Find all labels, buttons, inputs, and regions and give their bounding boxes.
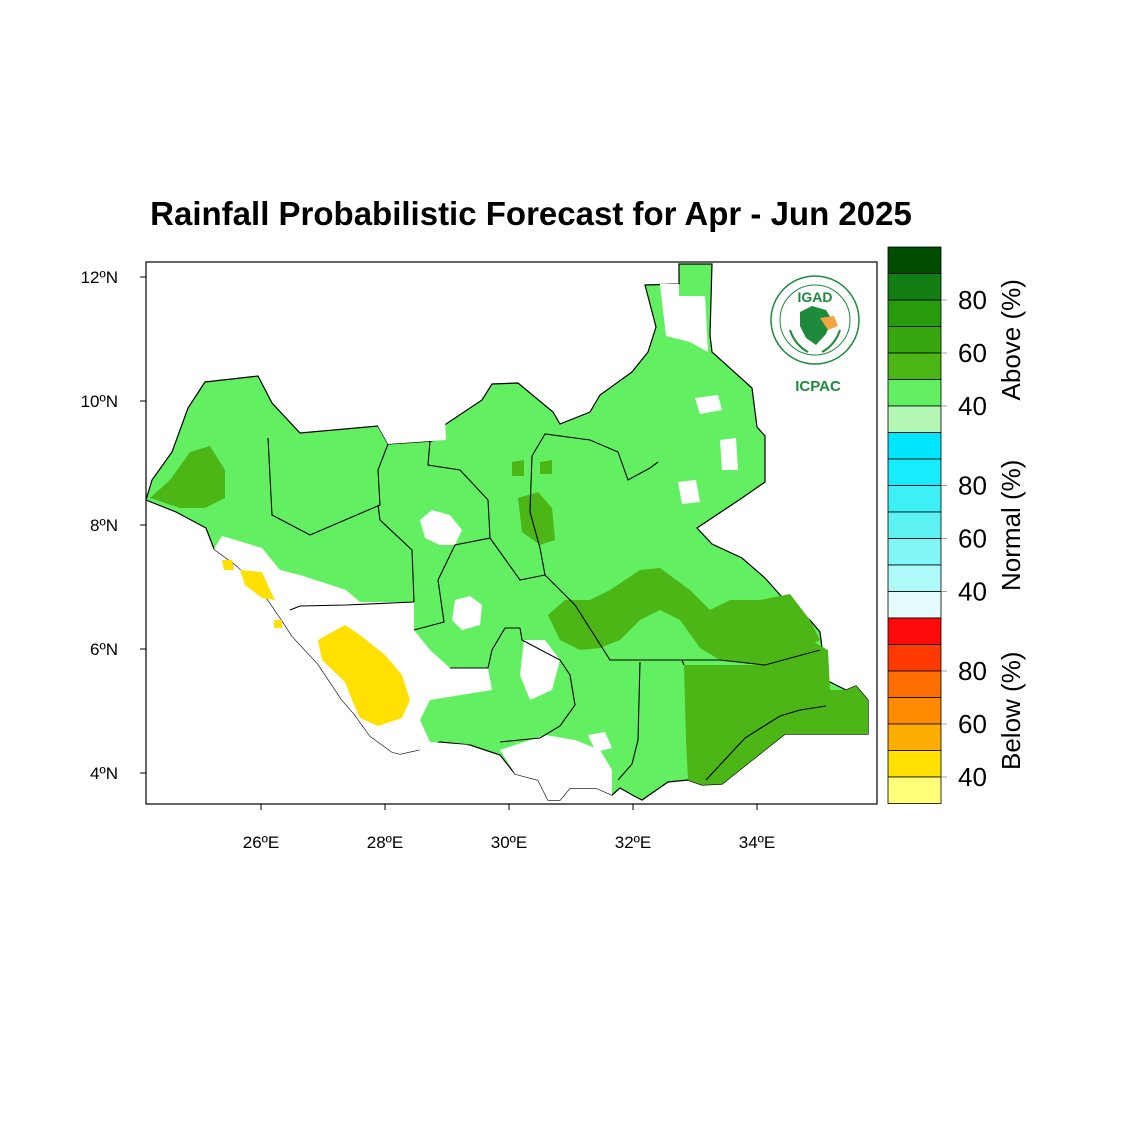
colorbar-swatch: [887, 697, 942, 725]
colorbar-swatch: [887, 485, 942, 513]
colorbar-section-label: Normal (%): [996, 460, 1026, 591]
lat-tick-12: 12ºN: [81, 268, 118, 287]
axis-ticks: [140, 276, 758, 810]
lon-tick-30: 30ºE: [491, 833, 527, 852]
colorbar-swatch: [887, 299, 942, 327]
colorbar-swatch: [887, 644, 942, 672]
colorbar-swatch: [887, 617, 942, 645]
lon-labels: 26ºE 28ºE 30ºE 32ºE 34ºE: [243, 833, 775, 852]
colorbar-swatch: [887, 591, 942, 619]
colorbar-tick-label: 80: [958, 471, 987, 501]
colorbar-swatch: [887, 511, 942, 539]
lon-tick-28: 28ºE: [367, 833, 403, 852]
colorbar-swatch: [887, 273, 942, 301]
lon-tick-32: 32ºE: [615, 833, 651, 852]
colorbar: 80 60 40 Above (%) 80 60 40 Normal (%) 80 60 40 Bel…: [887, 246, 1026, 804]
colorbar-tick-label: 40: [958, 391, 987, 421]
lat-labels: 12ºN 10ºN 8ºN 6ºN 4ºN: [81, 268, 118, 783]
below-normal-areas: [222, 560, 410, 726]
colorbar-swatch: [887, 432, 942, 460]
colorbar-tick-label: 80: [958, 285, 987, 315]
colorbar-swatch: [887, 670, 942, 698]
colorbar-swatch: [887, 723, 942, 751]
colorbar-tick-label: 60: [958, 709, 987, 739]
lat-tick-8: 8ºN: [90, 516, 118, 535]
colorbar-tick-label: 40: [958, 762, 987, 792]
colorbar-tick-label: 80: [958, 656, 987, 686]
colorbar-section-label: Below (%): [996, 652, 1026, 770]
colorbar-swatch: [887, 538, 942, 566]
colorbar-swatch: [887, 750, 942, 778]
colorbar-swatch: [887, 405, 942, 433]
colorbar-swatch: [887, 379, 942, 407]
logo-igad-text: IGAD: [798, 289, 833, 305]
colorbar-swatch: [887, 352, 942, 380]
colorbar-swatch: [887, 776, 942, 804]
map-title: Rainfall Probabilistic Forecast for Apr …: [150, 195, 912, 232]
above-50-areas: [150, 446, 868, 785]
colorbar-swatch: [887, 326, 942, 354]
colorbar-swatch: [887, 564, 942, 592]
lat-tick-6: 6ºN: [90, 640, 118, 659]
logo-icpac-text: ICPAC: [795, 378, 841, 395]
colorbar-tick-label: 60: [958, 338, 987, 368]
colorbar-tick-label: 60: [958, 524, 987, 554]
lon-tick-34: 34ºE: [739, 833, 775, 852]
igad-logo: IGAD ICPAC: [770, 275, 860, 395]
colorbar-tick-label: 40: [958, 577, 987, 607]
colorbar-section-label: Above (%): [996, 279, 1026, 400]
admin-boundaries: [267, 433, 827, 781]
lat-tick-4: 4ºN: [90, 764, 118, 783]
colorbar-swatch: [887, 458, 942, 486]
lon-tick-26: 26ºE: [243, 833, 279, 852]
lat-tick-10: 10ºN: [81, 392, 118, 411]
colorbar-swatch: [887, 246, 942, 274]
